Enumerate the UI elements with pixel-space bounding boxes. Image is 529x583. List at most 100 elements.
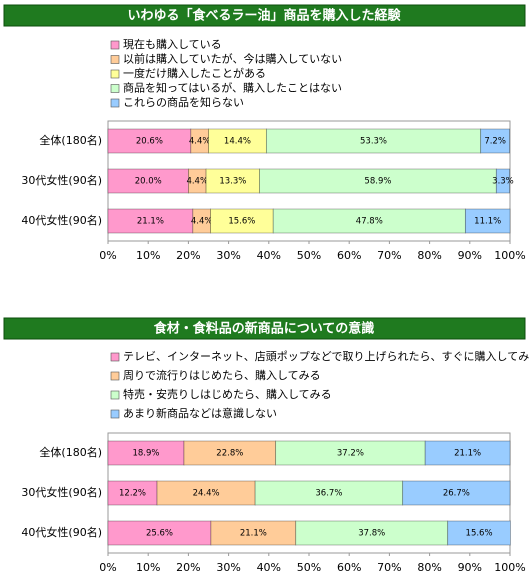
x-tick-label: 80% [417, 249, 441, 262]
legend-label: これらの商品を知らない [123, 95, 244, 109]
category-label: 全体(180名) [39, 445, 102, 459]
legend-label: 特売・安売りしはじめたら、購入してみる [123, 387, 332, 401]
value-label: 3.3% [492, 177, 514, 187]
bar-segment [107, 128, 192, 154]
bar-segment [295, 520, 449, 546]
legend-label: あまり新商品などは意識しない [123, 406, 277, 420]
title-bar [3, 4, 526, 27]
category-label: 40代女性(90名) [21, 525, 102, 539]
bar-segment [464, 208, 511, 234]
bar-segment [254, 480, 404, 506]
value-label: 14.4% [224, 137, 251, 147]
x-tick-label: 30% [216, 249, 240, 262]
bar-segment [275, 440, 426, 466]
x-tick-label: 70% [377, 249, 401, 262]
chart-title: いわゆる「食べるラー油」商品を購入した経験 [127, 8, 401, 24]
x-tick-label: 20% [176, 561, 200, 574]
x-tick-label: 90% [458, 561, 482, 574]
value-label: 21.1% [240, 529, 267, 539]
value-label: 18.9% [132, 449, 159, 459]
bar-segment [424, 440, 511, 466]
value-label: 11.1% [474, 217, 501, 227]
value-label: 20.6% [136, 137, 163, 147]
bar-segment [107, 480, 158, 506]
value-label: 24.4% [193, 489, 220, 499]
value-label: 12.2% [119, 489, 146, 499]
x-tick-label: 0% [99, 561, 116, 574]
category-label: 全体(180名) [39, 133, 102, 147]
value-label: 21.1% [454, 449, 481, 459]
x-tick-label: 100% [494, 249, 525, 262]
bar-segment [156, 480, 256, 506]
legend-swatch [110, 40, 120, 50]
value-label: 4.4% [191, 217, 213, 227]
value-label: 15.6% [466, 529, 493, 539]
legend-swatch [110, 371, 120, 381]
legend-swatch [110, 69, 120, 79]
legend-swatch [110, 98, 120, 108]
legend-label: 商品を知ってはいるが、購入したことはない [123, 81, 342, 95]
bar-segment [107, 168, 189, 194]
legend-swatch [110, 84, 120, 93]
value-label: 13.3% [219, 177, 246, 187]
x-tick-label: 20% [176, 249, 200, 262]
bar-segment [107, 520, 212, 546]
bar-segment [495, 168, 510, 194]
bar-segment [107, 440, 185, 466]
bar-segment [447, 520, 511, 546]
value-label: 7.2% [484, 137, 506, 147]
value-label: 53.3% [360, 137, 387, 147]
bar-segment [205, 168, 260, 194]
legend-swatch [110, 55, 120, 64]
category-label: 30代女性(90名) [21, 485, 102, 499]
chart-title: 食材・食料品の新商品についての意識 [154, 321, 375, 337]
bar-segment [107, 208, 194, 234]
bar-segment [272, 208, 466, 234]
value-label: 47.8% [356, 217, 383, 227]
bar-segment [208, 128, 267, 154]
category-label: 30代女性(90名) [21, 173, 102, 187]
value-label: 20.0% [135, 177, 162, 187]
value-label: 15.6% [228, 217, 255, 227]
x-tick-label: 60% [337, 561, 361, 574]
value-label: 37.8% [358, 529, 385, 539]
value-label: 25.6% [146, 529, 173, 539]
category-label: 40代女性(90名) [21, 213, 102, 227]
x-tick-label: 0% [99, 249, 116, 262]
bar-segment [210, 208, 274, 234]
value-label: 36.7% [315, 489, 342, 499]
value-label: 4.4% [189, 137, 211, 147]
x-tick-label: 60% [337, 249, 361, 262]
bar-segment [480, 128, 510, 154]
value-label: 37.2% [337, 449, 364, 459]
legend-swatch [110, 409, 120, 419]
x-tick-label: 70% [377, 561, 401, 574]
bar-segment [259, 168, 497, 194]
legend-swatch [110, 390, 120, 400]
legend-label: 現在も購入している [123, 37, 222, 51]
x-tick-label: 10% [136, 249, 160, 262]
x-tick-label: 40% [257, 249, 281, 262]
x-tick-label: 40% [257, 561, 281, 574]
x-tick-label: 50% [297, 249, 321, 262]
x-tick-label: 90% [458, 249, 482, 262]
value-label: 26.7% [443, 489, 470, 499]
bar-segment [210, 520, 297, 546]
x-tick-label: 50% [297, 561, 321, 574]
legend-label: テレビ、インターネット、店頭ポップなどで取り上げられたら、すぐに購入してみる [123, 349, 529, 363]
legend-label: 以前は購入していたが、今は購入していない [123, 52, 342, 66]
value-label: 58.9% [364, 177, 391, 187]
value-label: 21.1% [137, 217, 164, 227]
title-bar [3, 317, 526, 340]
legend-swatch [110, 352, 120, 362]
value-label: 4.4% [186, 177, 208, 187]
x-tick-label: 100% [494, 561, 525, 574]
x-tick-label: 30% [216, 561, 240, 574]
bar-segment [402, 480, 511, 506]
x-tick-label: 80% [417, 561, 441, 574]
value-label: 22.8% [216, 449, 243, 459]
x-tick-label: 10% [136, 561, 160, 574]
legend-label: 一度だけ購入したことがある [123, 66, 266, 80]
